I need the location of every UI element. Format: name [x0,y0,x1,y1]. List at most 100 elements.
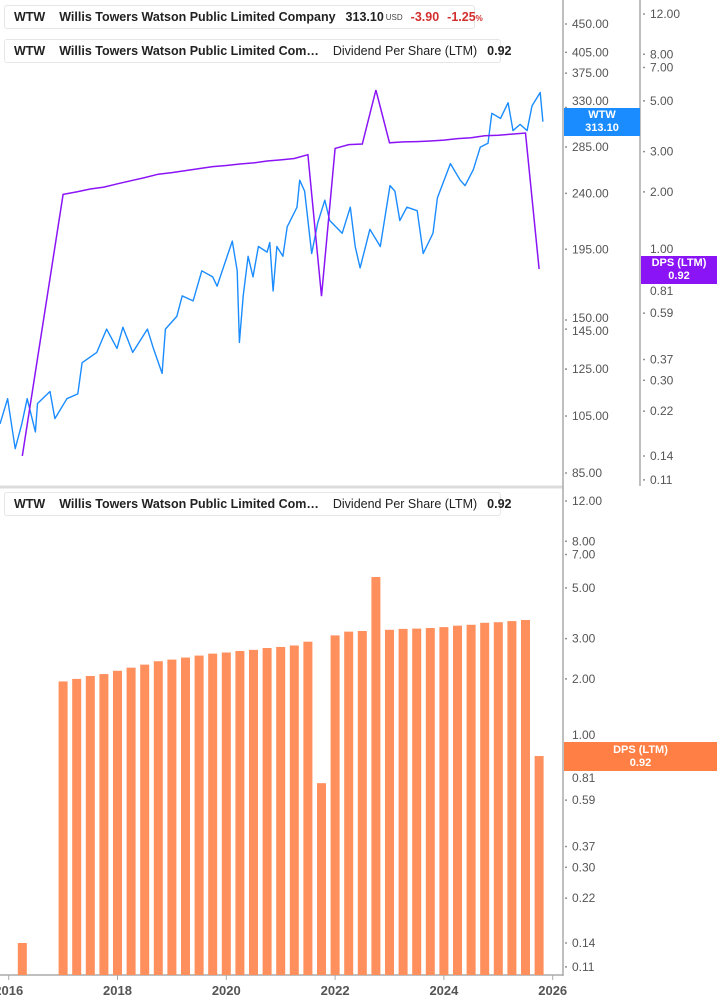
dps-tick-label-bottom: 0.30 [572,860,596,874]
dps-tick-label-bottom: 5.00 [572,581,596,595]
dps-tick-label-top: 0.37 [650,353,674,367]
dps-bar[interactable] [521,620,530,975]
price-tag-label: WTW [588,109,616,121]
dps-bar[interactable] [425,627,435,975]
dps-bar[interactable] [357,631,367,975]
dps-tag-bottom: DPS (LTM) 0.92 [564,742,717,771]
dps-bar[interactable] [289,645,299,975]
price-tick-label-mark [565,328,567,330]
dps-tick-label-bottom: 12.00 [572,494,602,508]
price-tick-label: 145.00 [572,324,609,338]
dps-bar[interactable] [439,627,449,975]
dps-bar[interactable] [534,756,544,975]
dps-tag-top: DPS (LTM) 0.92 [641,256,717,284]
dps-bar[interactable] [58,681,68,975]
price-tick-label-mark [565,248,567,251]
dps-tick-label-bottom-mark [565,553,567,556]
dps-tick-label-top-mark [643,53,645,56]
dps-bar[interactable] [276,646,286,975]
dps-tick-label-bottom-mark [565,540,567,543]
dps-tick-label-bottom: 0.37 [572,840,596,854]
dps-bar[interactable] [303,641,313,975]
price-tick-label-mark [565,23,567,25]
dps-tick-label-top: 5.00 [650,94,674,108]
dps-tick-label-top-mark [643,312,645,315]
dps-bar[interactable] [249,649,258,975]
dps-bar[interactable] [317,783,326,975]
x-tick-label: 2024 [429,983,459,998]
dps-tick-label-top-mark [643,66,645,69]
dps-bar[interactable] [344,631,354,975]
dps-bar[interactable] [167,659,177,975]
dps-bar[interactable] [262,648,272,975]
dps-bar[interactable] [99,674,109,975]
dps-tick-label-bottom-mark [565,966,567,968]
price-tick-label: 195.00 [572,242,609,256]
dps-bar[interactable] [453,625,462,975]
price-tick-label: 330.00 [572,94,609,108]
legend-dps-top[interactable]: WTW Willis Towers Watson Public Limited … [4,39,511,63]
legend-change: -3.90 [410,10,440,24]
legend-ticker: WTW [14,10,46,24]
price-line[interactable] [0,91,544,450]
dps-bar[interactable] [371,577,381,975]
dps-tick-label-top-mark [643,410,645,413]
dps-bar[interactable] [153,661,163,975]
legend-change-pct: -1.25% [447,10,483,24]
dps-bar[interactable] [507,621,517,975]
dps-tick-label-top: 0.30 [650,373,674,387]
dps-tick-label-bottom: 0.11 [572,960,595,974]
dps-tick-label-top: 0.59 [650,306,674,320]
dps-bar[interactable] [181,657,190,975]
dps-tick-label-bottom-mark [565,678,567,680]
dps-tick-label-bottom: 2.00 [572,672,596,686]
dps-tick-label-top: 0.11 [650,473,673,487]
dps-tick-label-top-mark [643,150,645,153]
dps-bar[interactable] [126,667,136,975]
dps-tick-label-bottom: 8.00 [572,534,596,548]
dps-tick-label-top-mark [643,455,645,457]
legend-company-name: Willis Towers Watson Public Limited Com… [59,44,319,58]
legend-price-value: 313.10 [345,10,384,24]
dps-tick-label-bottom-mark [565,845,567,848]
price-tick-label-mark [565,51,567,54]
price-tick-label: 375.00 [572,66,609,80]
legend-metric: Dividend Per Share (LTM) [332,497,478,511]
dps-bar[interactable] [113,670,122,975]
dps-bar[interactable] [208,653,218,975]
dps-bar[interactable] [412,628,422,975]
dps-tick-label-top-mark [643,379,645,382]
dps-tick-label-bottom-mark [565,500,567,502]
dps-tick-label-bottom-mark [565,637,567,640]
price-tick-label-mark [565,192,567,195]
dps-bar[interactable] [466,624,476,975]
x-tick-label: 2020 [212,983,241,998]
dps-bar[interactable] [221,652,231,975]
dps-tick-label-bottom: 3.00 [572,632,596,646]
price-tick-label-mark [565,368,567,370]
dps-line[interactable] [21,89,540,457]
dps-bar[interactable] [72,678,82,975]
dps-bar[interactable] [140,664,150,975]
dps-bar[interactable] [330,635,340,975]
dps-bar[interactable] [85,675,95,975]
dps-bar[interactable] [480,622,490,975]
legend-metric-value: 0.92 [487,497,512,511]
legend-pct-sign: % [475,14,483,23]
dps-tick-label-top-mark [643,479,645,481]
dps-bar[interactable] [194,655,204,975]
legend-dps-bottom[interactable]: WTW Willis Towers Watson Public Limited … [4,492,511,516]
dps-bar[interactable] [398,628,408,975]
dps-bar[interactable] [235,650,245,975]
dps-bar[interactable] [385,629,394,975]
price-tick-label: 105.00 [572,409,609,423]
dps-bar[interactable] [17,942,27,975]
dps-tag-label: DPS (LTM) [613,743,668,756]
legend-metric: Dividend Per Share (LTM) [332,44,478,58]
x-tick-label: 2022 [321,983,350,998]
dps-tick-label-top-mark [643,13,645,15]
legend-ticker: WTW [14,44,46,58]
dps-bar[interactable] [493,622,503,975]
x-tick-label: 2018 [103,983,132,998]
legend-price[interactable]: WTW Willis Towers Watson Public Limited … [4,5,483,29]
